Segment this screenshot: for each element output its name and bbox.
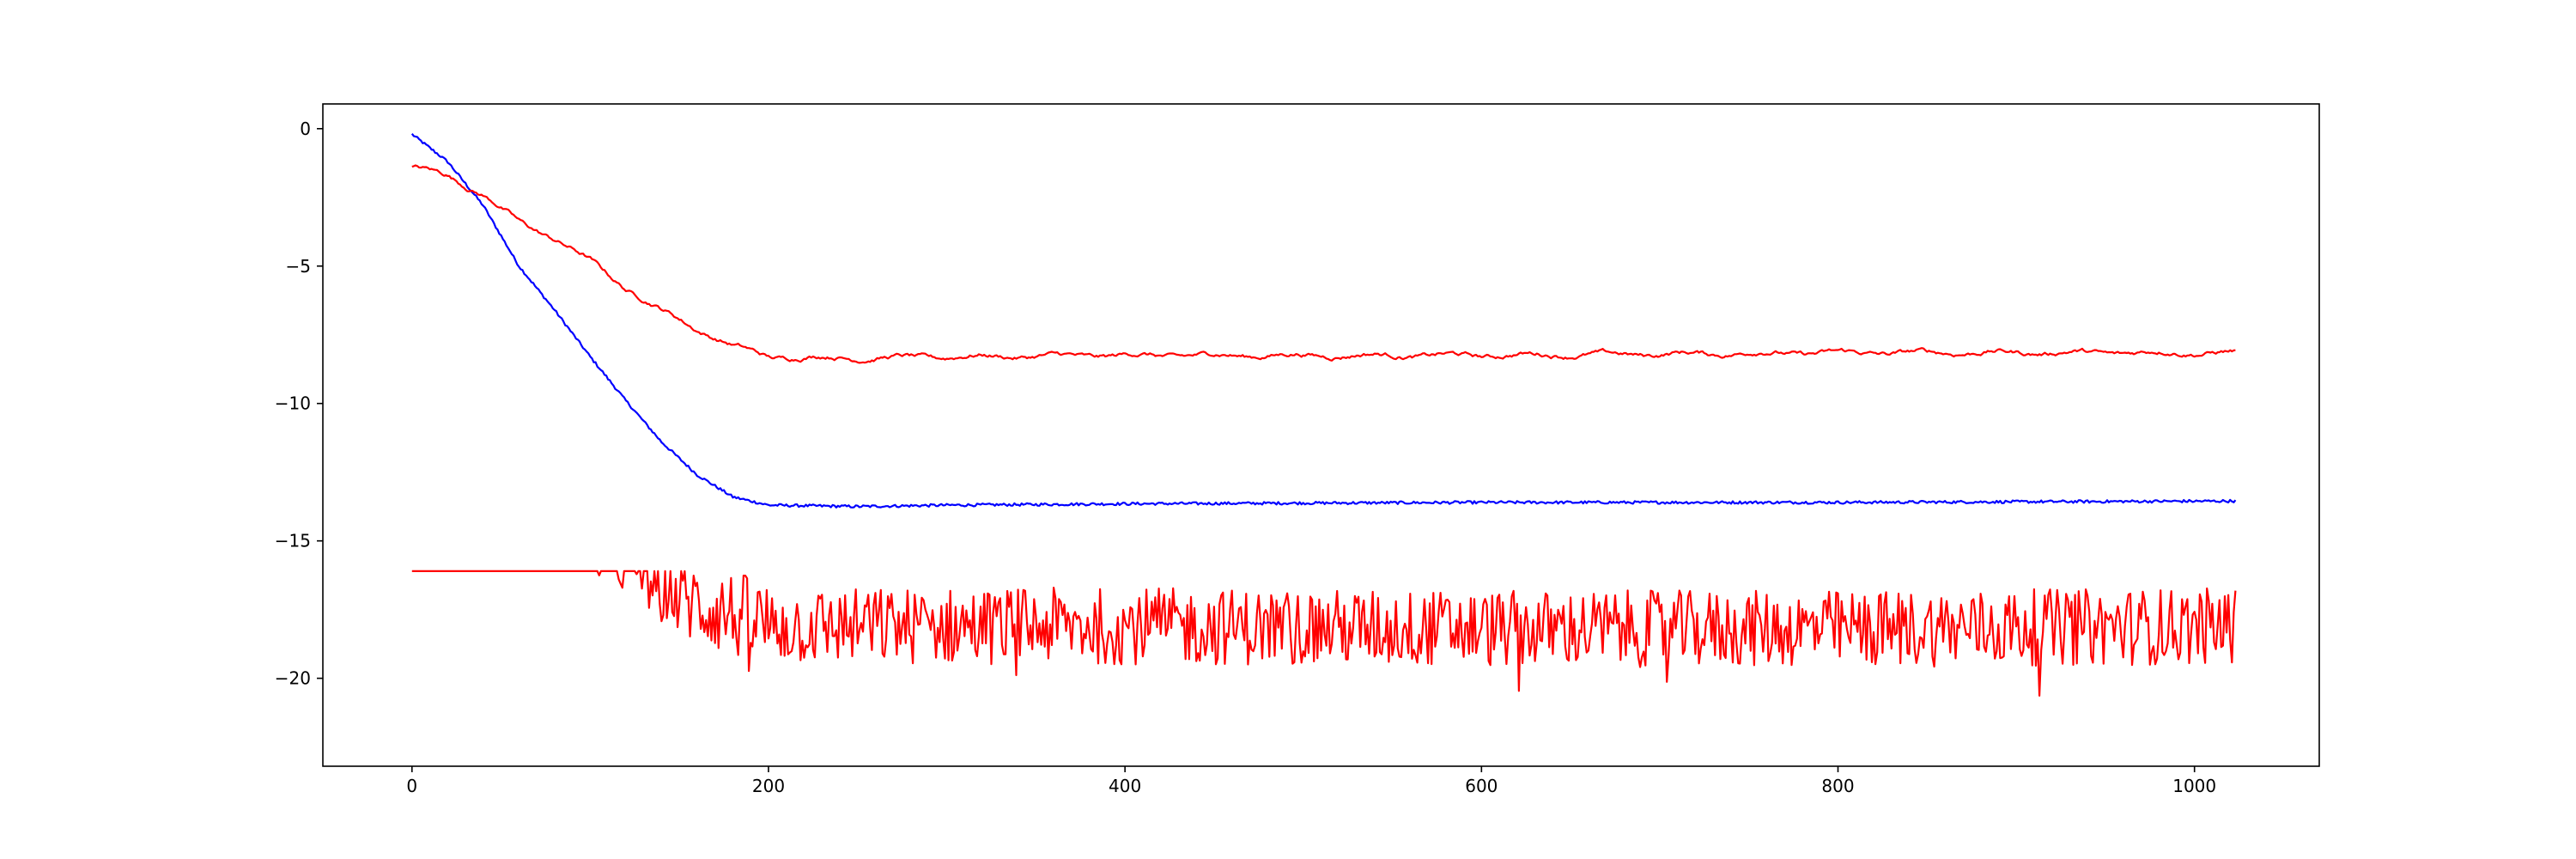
x-tick-label: 600 <box>1465 776 1498 796</box>
x-tick-label: 800 <box>1821 776 1854 796</box>
y-tick-label: 0 <box>300 119 311 139</box>
y-tick-label: −10 <box>275 393 311 414</box>
x-tick-label: 200 <box>752 776 785 796</box>
series-line-3 <box>411 570 2237 697</box>
y-tick-label: −5 <box>286 256 311 277</box>
y-tick-label: −20 <box>275 668 311 689</box>
series-layer <box>410 133 2237 697</box>
x-tick-label: 400 <box>1109 776 1141 796</box>
x-tick-label: 1000 <box>2172 776 2216 796</box>
series-line-1 <box>410 133 2237 509</box>
series-line-2 <box>411 164 2236 364</box>
axes-layer: 0 200 400 600 800 1000 0 −5 −10 −15 −20 <box>275 103 2320 796</box>
x-tick-label: 0 <box>406 776 417 796</box>
plot-frame <box>322 103 2320 767</box>
y-tick-label: −15 <box>275 531 311 551</box>
